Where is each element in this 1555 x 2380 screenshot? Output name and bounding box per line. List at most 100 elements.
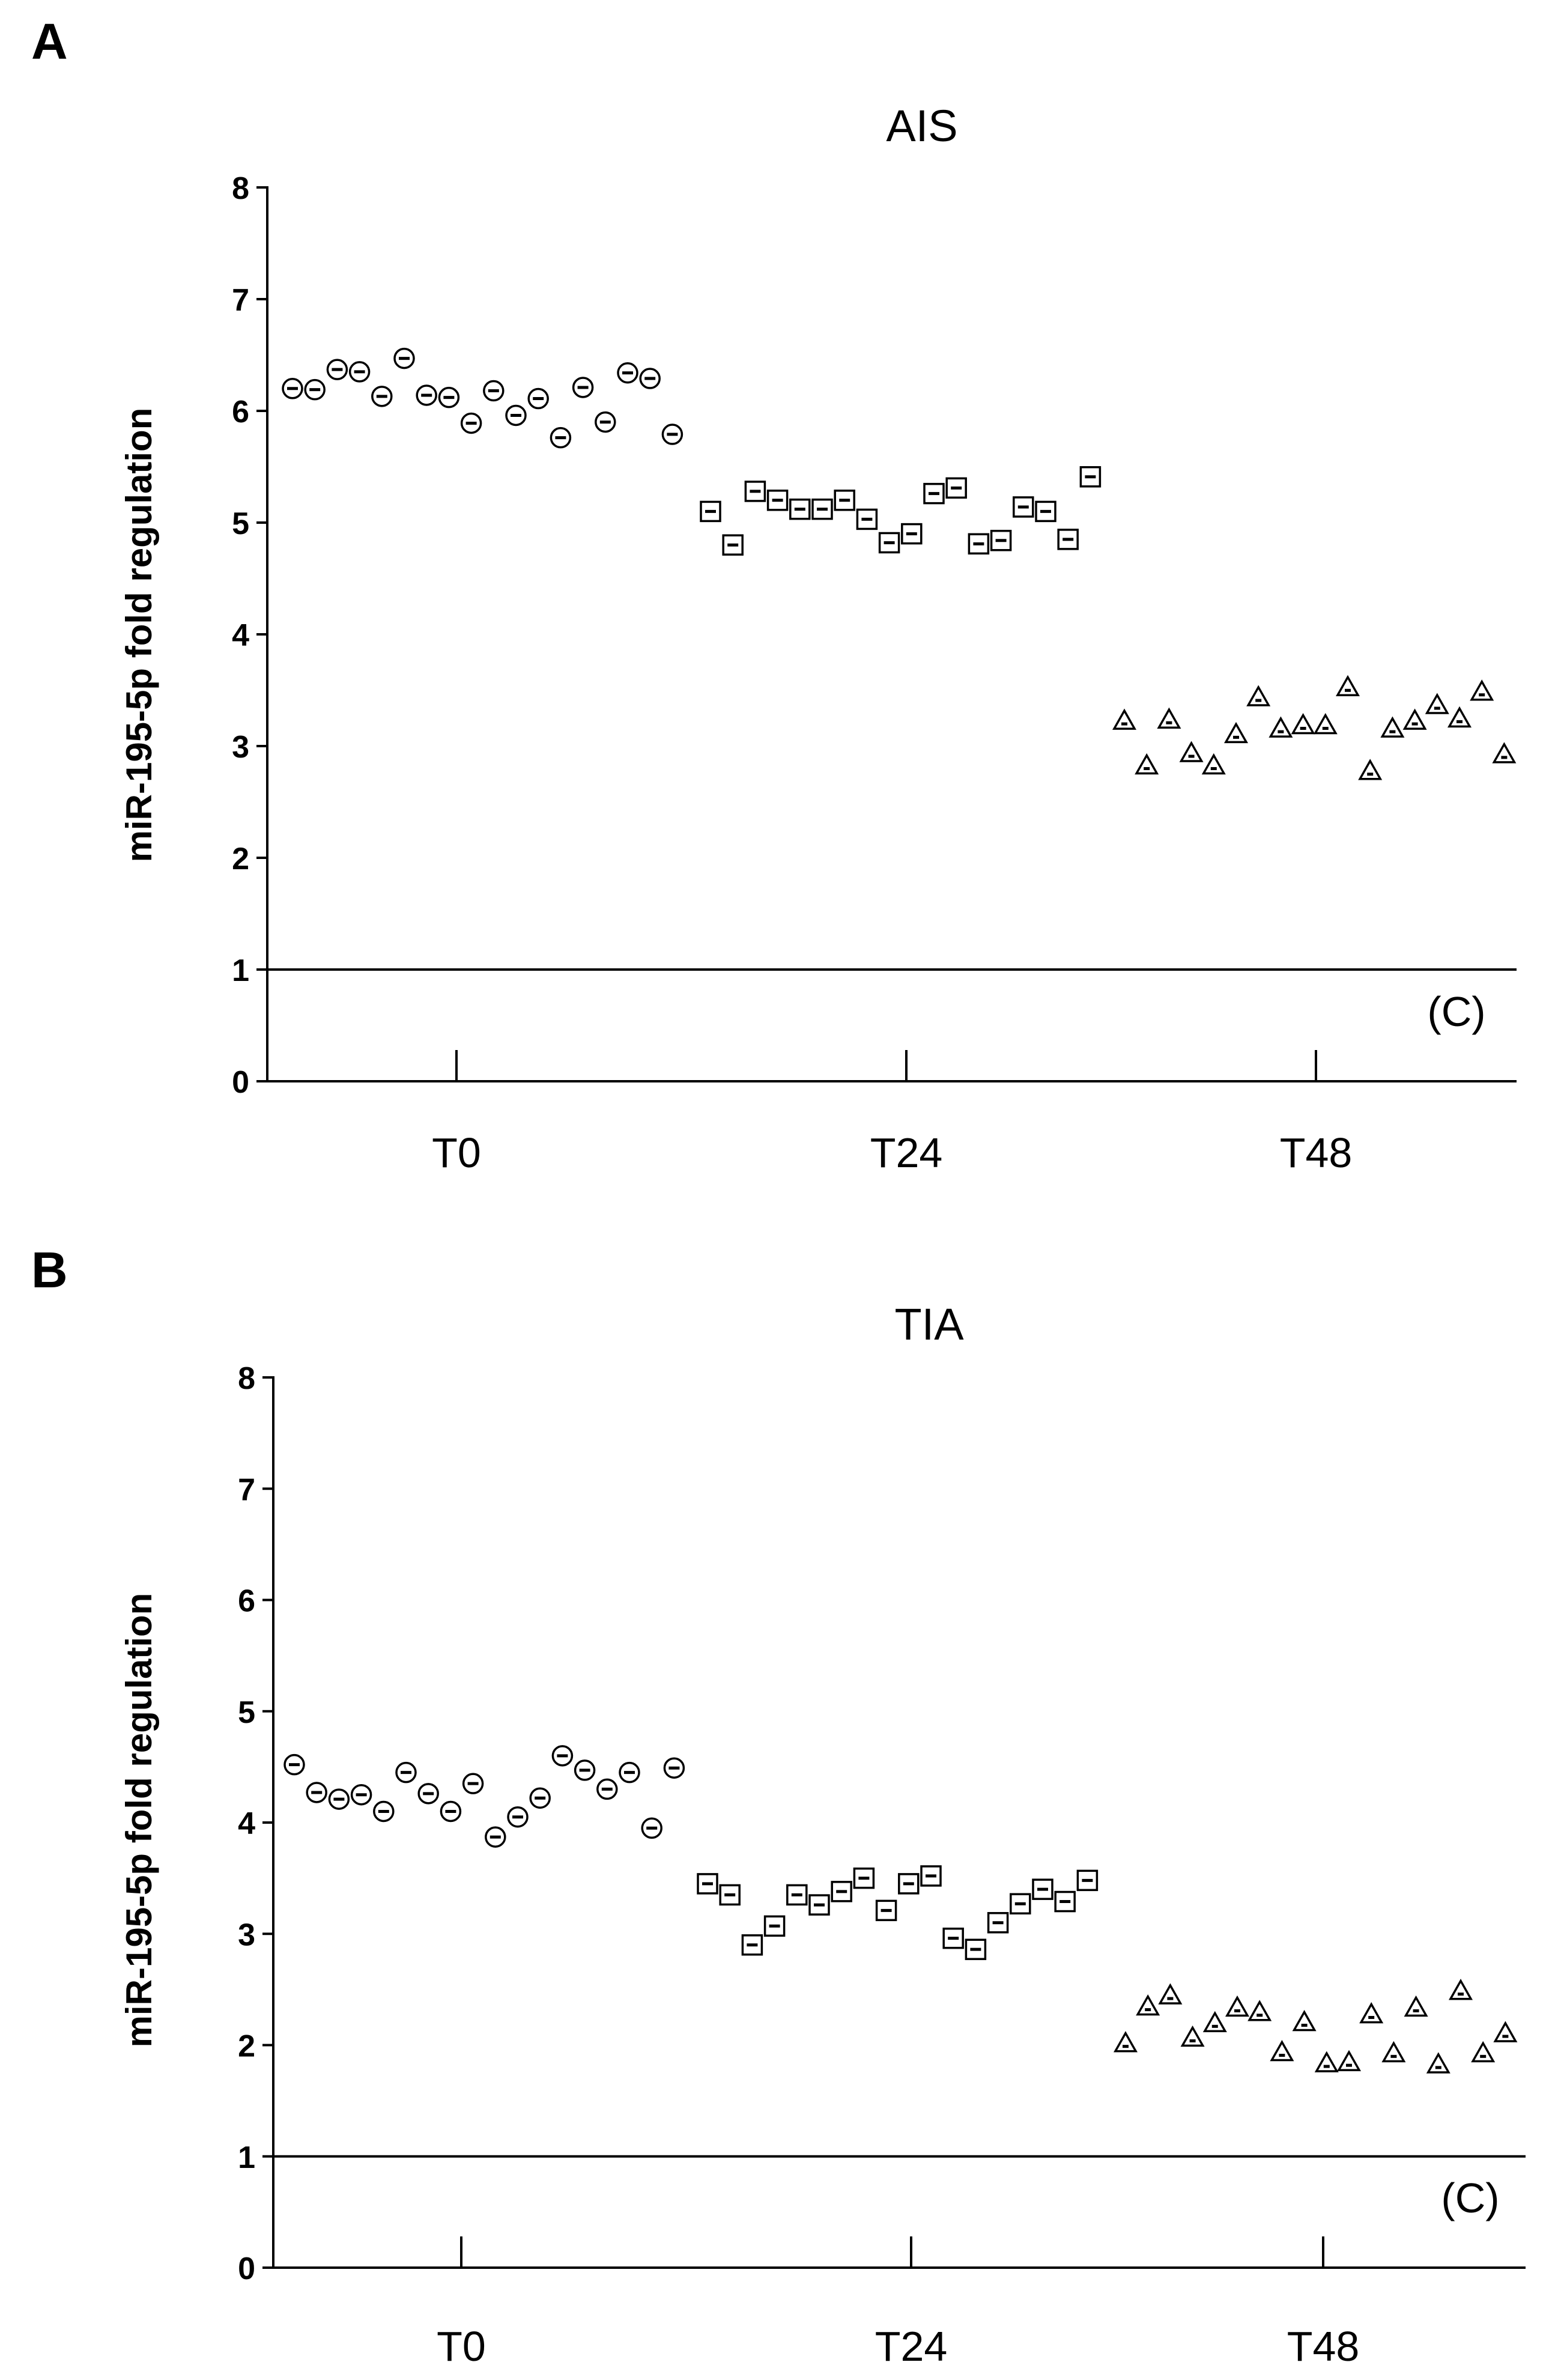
data-point-circle xyxy=(483,380,505,402)
panel-b: B TIA miR-195-5p fold regulation 0 1 2 3 4 5 6… xyxy=(31,1242,1526,2370)
marker-triangle xyxy=(1447,706,1472,728)
data-point-circle xyxy=(619,1761,640,1783)
data-point-circle xyxy=(551,1745,574,1767)
marker-triangle xyxy=(1471,2041,1496,2063)
data-point-square xyxy=(987,1911,1009,1934)
data-point-square xyxy=(763,1915,786,1937)
y-tick-label: 3 xyxy=(232,730,249,765)
data-point-square xyxy=(1032,1878,1053,1900)
x-axis: T0 T24 T48 xyxy=(267,1050,1517,1176)
data-point-square xyxy=(834,490,855,511)
panel-letter: A xyxy=(31,13,68,70)
marker-triangle xyxy=(1113,2031,1138,2053)
data-point-square xyxy=(1079,466,1102,488)
data-point-triangle xyxy=(1136,1994,1160,2016)
data-point-triangle xyxy=(1448,1979,1473,2000)
marker-triangle xyxy=(1380,716,1405,738)
y-tick-label: 0 xyxy=(232,1065,249,1100)
y-ticks: 0 1 2 3 4 5 6 7 8 xyxy=(238,1361,274,2286)
data-point-circle xyxy=(460,412,482,434)
data-point-circle xyxy=(641,1817,662,1839)
data-point-triangle xyxy=(1426,2052,1450,2074)
data-point-triangle xyxy=(1425,693,1449,714)
data-point-triangle xyxy=(1358,759,1383,780)
data-point-square xyxy=(853,1867,875,1889)
data-point-square xyxy=(789,498,811,520)
data-point-circle xyxy=(282,378,303,399)
y-axis-label: miR-195-5p fold regulation xyxy=(119,408,159,863)
marker-square xyxy=(1076,1869,1099,1892)
data-point-circle xyxy=(438,386,460,408)
data-point-square xyxy=(945,477,967,499)
marker-triangle xyxy=(1291,712,1315,735)
y-tick-label: 4 xyxy=(232,618,249,653)
data-point-circle xyxy=(373,1800,395,1823)
marker-triangle xyxy=(1359,2002,1384,2024)
marker-triangle xyxy=(1136,1994,1160,2016)
data-point-square xyxy=(878,532,900,554)
data-point-square xyxy=(831,1881,852,1902)
data-point-triangle xyxy=(1335,675,1360,697)
data-points xyxy=(283,1745,1518,2074)
data-point-triangle xyxy=(1314,2051,1339,2072)
data-point-circle xyxy=(328,1788,350,1810)
data-point-circle xyxy=(462,1773,484,1794)
data-point-triangle xyxy=(1247,2000,1272,2021)
data-points xyxy=(282,347,1517,780)
data-point-circle xyxy=(505,404,527,427)
data-point-triangle xyxy=(1447,706,1472,728)
marker-triangle xyxy=(1135,753,1159,775)
data-point-square xyxy=(1076,1869,1099,1892)
marker-square xyxy=(990,530,1012,551)
data-point-triangle xyxy=(1292,2009,1317,2032)
reference-line-label: (C) xyxy=(1441,2175,1499,2221)
data-point-circle xyxy=(639,368,661,389)
data-point-circle xyxy=(326,359,348,380)
data-point-circle xyxy=(574,1759,596,1781)
x-tick-label: T0 xyxy=(432,1129,481,1176)
y-tick-label: 1 xyxy=(232,953,249,988)
data-point-square xyxy=(697,1873,718,1895)
data-point-square xyxy=(1035,500,1056,523)
data-point-circle xyxy=(348,361,371,383)
data-point-triangle xyxy=(1493,2021,1518,2042)
data-point-triangle xyxy=(1402,708,1427,730)
data-point-square xyxy=(744,481,766,502)
marker-triangle xyxy=(1314,2051,1339,2072)
chart-title: AIS xyxy=(886,101,957,151)
data-point-triangle xyxy=(1225,1995,1250,2017)
x-tick-label: T24 xyxy=(875,2323,948,2370)
y-tick-label: 8 xyxy=(238,1361,255,1396)
data-point-triangle xyxy=(1471,2041,1496,2063)
data-point-circle xyxy=(393,347,415,369)
panel-a: A AIS miR-195-5p fold regulation 0 1 2 3 4 5 6… xyxy=(31,13,1517,1176)
data-point-triangle xyxy=(1158,1983,1183,2005)
data-point-triangle xyxy=(1270,2039,1294,2062)
y-tick-label: 5 xyxy=(238,1695,255,1730)
data-point-square xyxy=(722,534,744,556)
chart-title: TIA xyxy=(894,1299,964,1349)
marker-triangle xyxy=(1492,742,1517,763)
data-point-circle xyxy=(440,1800,462,1823)
marker-square xyxy=(722,534,744,556)
data-point-circle xyxy=(485,1826,506,1848)
data-point-circle xyxy=(663,1757,685,1779)
y-tick-label: 2 xyxy=(232,842,249,876)
marker-triangle xyxy=(1270,2039,1294,2062)
marker-triangle xyxy=(1201,753,1226,775)
y-tick-label: 7 xyxy=(232,283,249,318)
x-axis: T0 T24 T48 xyxy=(273,2236,1526,2370)
reference-line-label: (C) xyxy=(1427,988,1485,1035)
marker-triangle xyxy=(1202,2011,1227,2033)
data-point-triangle xyxy=(1291,712,1315,735)
y-tick-label: 1 xyxy=(238,2140,255,2175)
data-point-square xyxy=(786,1884,808,1906)
marker-triangle xyxy=(1402,708,1427,730)
data-point-circle xyxy=(283,1753,305,1776)
x-tick-label: T0 xyxy=(437,2323,486,2370)
data-point-square xyxy=(741,1934,763,1956)
data-point-circle xyxy=(416,384,437,406)
data-point-circle xyxy=(661,423,684,445)
marker-triangle xyxy=(1180,2025,1205,2047)
marker-square xyxy=(789,498,811,520)
